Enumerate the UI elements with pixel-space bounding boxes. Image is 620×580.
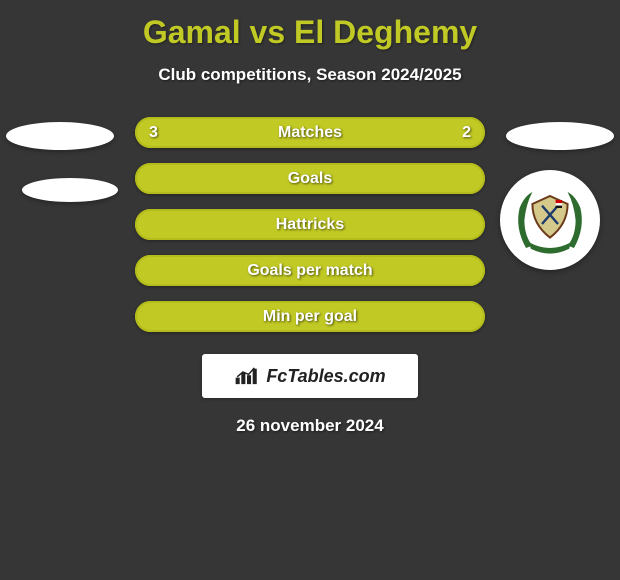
team-right-badge: [500, 170, 600, 270]
stat-row: 3 2 Matches: [135, 117, 485, 148]
player-right-placeholder: [506, 122, 614, 150]
stat-row: Goals per match: [135, 255, 485, 286]
stat-right-value: 2: [462, 124, 471, 142]
stat-label: Hattricks: [276, 216, 344, 234]
stat-left-value: 3: [149, 124, 158, 142]
stat-label: Matches: [278, 124, 342, 142]
bars-icon: [234, 365, 260, 387]
date-text: 26 november 2024: [0, 416, 620, 436]
stat-label: Goals per match: [247, 262, 372, 280]
player-left-placeholder: [6, 122, 114, 150]
stat-row: Hattricks: [135, 209, 485, 240]
subtitle: Club competitions, Season 2024/2025: [0, 65, 620, 85]
brand-text: FcTables.com: [266, 366, 385, 387]
stat-label: Min per goal: [263, 308, 357, 326]
fctables-logo: FcTables.com: [202, 354, 418, 398]
stat-row: Min per goal: [135, 301, 485, 332]
team-left-placeholder: [22, 178, 118, 202]
page-title: Gamal vs El Deghemy: [0, 0, 620, 51]
stat-label: Goals: [288, 170, 332, 188]
club-crest-icon: [510, 180, 590, 260]
stat-row: Goals: [135, 163, 485, 194]
